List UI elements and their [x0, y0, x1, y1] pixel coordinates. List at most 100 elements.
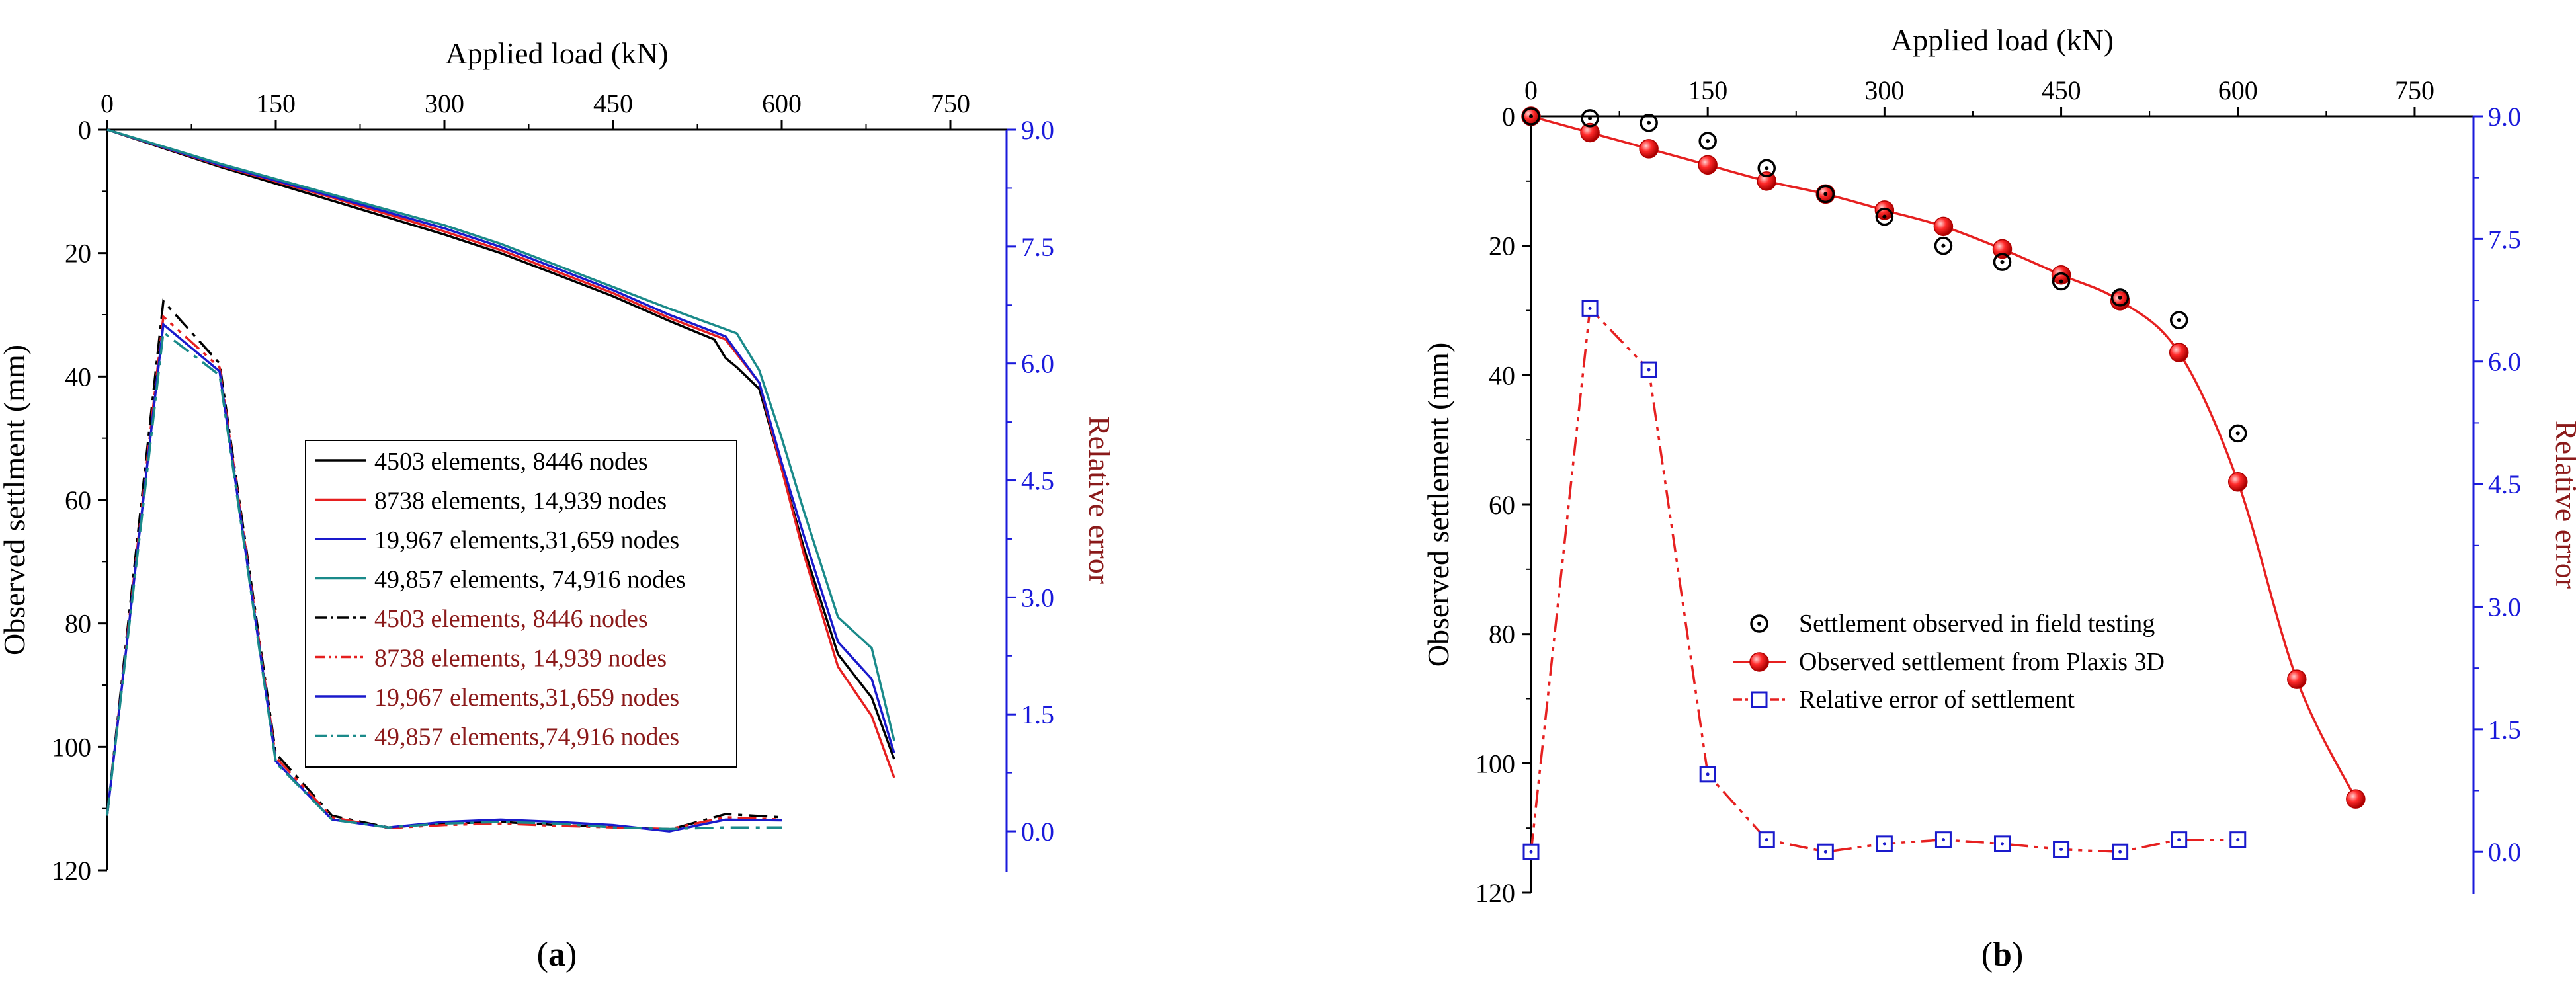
x-tick-label: 150 — [1688, 75, 1727, 105]
field-point-dot — [2118, 295, 2122, 300]
x-axis-label: Applied load (kN) — [1891, 23, 2114, 57]
field-point — [1875, 207, 1894, 226]
field-point — [2110, 288, 2130, 307]
error-marker-dot — [1823, 850, 1827, 854]
legend-entry-1: Settlement observed in field testing — [1799, 610, 2155, 638]
series-line-3 — [106, 128, 895, 754]
error-marker-dot — [1529, 850, 1533, 854]
field-point — [1640, 114, 1658, 132]
field-point-dot — [1882, 214, 1887, 219]
error-marker-dot — [2118, 850, 2122, 854]
x-tick-label: 450 — [2042, 75, 2081, 105]
field-point-dot — [2059, 279, 2063, 284]
error-marker-dot — [2236, 838, 2240, 842]
error-marker-dot — [1588, 306, 1592, 310]
panel-label-open: ( — [537, 936, 548, 973]
legend-entry-8: 49,857 elements,74,916 nodes — [374, 723, 679, 751]
x-tick-label: 750 — [2395, 75, 2434, 105]
y2-tick-label: 1.5 — [2488, 715, 2521, 745]
legend-box — [305, 440, 737, 768]
plaxis-point — [1639, 139, 1659, 159]
y2-tick-label: 3.0 — [1021, 583, 1054, 612]
field-point-dot — [1647, 120, 1651, 125]
y2-tick-label: 7.5 — [1021, 232, 1054, 262]
y-tick-label: 0 — [78, 115, 91, 145]
y2-axis-label: Relative error — [1083, 416, 1116, 584]
y-tick-label: 40 — [65, 362, 91, 391]
y-tick-label: 40 — [1489, 360, 1515, 390]
y-axis-label: Observed settlement (mm) — [1421, 343, 1455, 667]
field-point-dot — [2235, 431, 2240, 436]
y2-tick-label: 6.0 — [1021, 349, 1054, 379]
y2-tick-label: 4.5 — [2488, 470, 2521, 499]
plaxis-point — [2287, 669, 2307, 689]
series-line-6 — [106, 314, 782, 831]
y2-axis-label: Relative error — [2550, 421, 2576, 589]
y-tick-label: 100 — [1475, 749, 1515, 778]
plaxis-point — [2169, 343, 2189, 362]
y-tick-label: 100 — [52, 732, 91, 762]
series-line-2 — [106, 128, 895, 778]
field-point — [2052, 272, 2071, 291]
error-marker-dot — [1647, 368, 1651, 372]
field-point-dot — [1765, 166, 1769, 171]
panel-label-letter: b — [1993, 936, 2012, 973]
field-point-dot — [2177, 318, 2181, 323]
legend-swatch-field — [1750, 614, 1768, 633]
plaxis-point — [2051, 265, 2071, 285]
y2-tick-label: 7.5 — [2488, 224, 2521, 254]
y2-tick-label: 6.0 — [2488, 347, 2521, 377]
panel-label-open: ( — [1981, 936, 1993, 973]
plaxis-point — [1757, 171, 1776, 191]
chart-panel-a: 0 150 300 450 600 750 0 20 40 60 80 100 120 0.0 1.5 3.0… — [0, 36, 1116, 973]
field-point — [1816, 185, 1835, 204]
x-tick-label: 750 — [931, 89, 970, 118]
legend-entry-6: 8738 elements, 14,939 nodes — [374, 645, 667, 673]
y-axis-label: Observed settlment (mm) — [0, 345, 31, 655]
legend-swatch-plaxis — [1749, 652, 1769, 672]
x-tick-label: 150 — [256, 89, 296, 118]
field-point — [2169, 311, 2188, 329]
plaxis-point — [2346, 789, 2366, 809]
legend-entry-7: 19,967 elements,31,659 nodes — [374, 684, 679, 712]
legend-entry-1: 4503 elements, 8446 nodes — [374, 448, 648, 475]
error-line — [1530, 306, 2238, 853]
legend-entry-3: 19,967 elements,31,659 nodes — [374, 526, 679, 554]
field-point — [1581, 109, 1599, 128]
field-point — [1757, 159, 1776, 178]
series-line-1 — [106, 128, 895, 760]
field-point — [1934, 236, 1953, 255]
plaxis-point — [1698, 155, 1718, 175]
error-marker-dot — [1882, 842, 1886, 846]
field-point — [2229, 424, 2247, 443]
error-marker-dot — [2001, 842, 2004, 846]
x-tick-label: 450 — [593, 89, 633, 118]
x-tick-label: 600 — [2218, 75, 2258, 105]
error-marker-dot — [1765, 838, 1768, 842]
y-tick-label: 0 — [1502, 102, 1515, 132]
y-tick-label: 120 — [1475, 878, 1515, 908]
chart-panel-b: 0 150 300 450 600 750 0 20 40 60 80 100 120 0.0 1.5 3.0… — [1421, 23, 2576, 973]
x-tick-label: 0 — [1524, 75, 1538, 105]
field-point — [1993, 253, 2012, 271]
field-point — [1698, 132, 1717, 150]
x-tick-label: 300 — [425, 89, 464, 118]
y-tick-label: 120 — [52, 856, 91, 885]
y-tick-label: 60 — [65, 485, 91, 515]
legend-entry-3: Relative error of settlement — [1799, 686, 2075, 714]
legend-swatch-field-dot — [1757, 622, 1761, 626]
panel-label: (a) — [537, 936, 577, 973]
error-marker-dot — [1706, 772, 1710, 776]
x-axis-label: Applied load (kN) — [445, 36, 668, 70]
y-tick-label: 60 — [1489, 490, 1515, 520]
panel-label-close: ) — [565, 936, 577, 973]
plaxis-point — [2228, 472, 2248, 492]
panel-label: (b) — [1981, 936, 2024, 973]
field-point-dot — [1941, 243, 1946, 248]
y2-tick-label: 3.0 — [2488, 592, 2521, 622]
series-line-7 — [106, 322, 782, 833]
plaxis-point — [2110, 291, 2130, 311]
panel-label-letter: a — [548, 936, 565, 973]
y2-tick-label: 0.0 — [2488, 837, 2521, 867]
